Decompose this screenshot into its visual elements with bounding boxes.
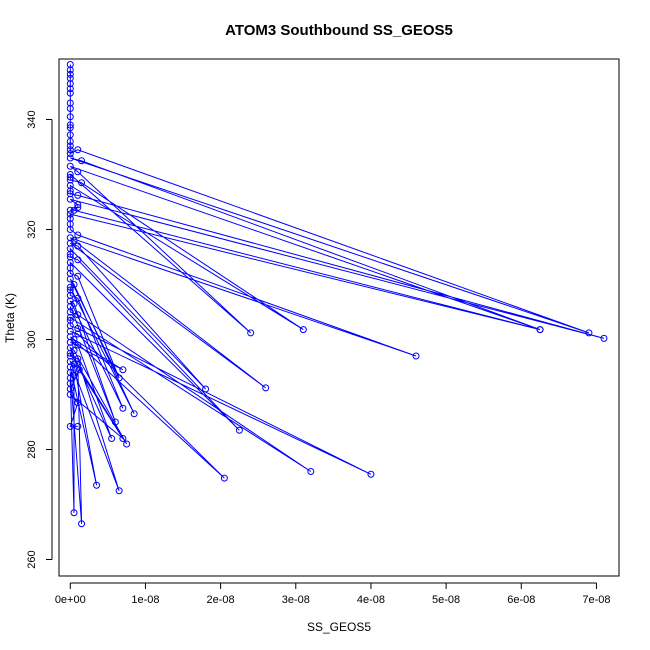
data-point — [78, 179, 86, 187]
data-point — [66, 121, 74, 129]
data-point — [130, 410, 138, 418]
data-point — [247, 329, 255, 337]
data-point — [220, 474, 228, 482]
series-line — [69, 64, 605, 524]
data-point — [202, 385, 210, 393]
chart-title: ATOM3 Southbound SS_GEOS5 — [225, 22, 453, 39]
data-point — [108, 435, 116, 442]
data-point — [66, 138, 74, 145]
data-point — [123, 440, 131, 448]
data-point — [66, 146, 74, 154]
data-point — [74, 330, 82, 338]
data-point — [66, 150, 74, 158]
data-point — [412, 352, 420, 360]
data-point — [66, 349, 74, 357]
data-point — [66, 142, 74, 150]
y-tick-label: 320 — [26, 220, 38, 238]
data-point — [75, 366, 83, 374]
data-point — [299, 326, 307, 334]
data-point — [74, 191, 82, 199]
data-point — [66, 124, 74, 132]
data-point — [74, 341, 82, 349]
data-point — [74, 272, 82, 280]
data-point — [66, 187, 74, 195]
data-point — [115, 487, 123, 495]
x-tick-label: 4e-08 — [357, 594, 385, 606]
data-point — [66, 89, 74, 97]
data-point — [78, 157, 86, 165]
data-point — [536, 326, 544, 334]
data-point — [78, 520, 86, 528]
data-point — [66, 314, 74, 321]
x-tick-label: 7e-08 — [582, 594, 610, 606]
data-point — [111, 418, 119, 426]
x-axis: 0e+00 1e-08 2e-08 3e-08 4e-08 5e-08 6e-08 7e-08 — [55, 582, 611, 606]
x-tick-label: 6e-08 — [507, 594, 535, 606]
data-point — [66, 206, 74, 214]
data-point — [66, 80, 74, 88]
data-point — [66, 173, 74, 181]
data-point — [119, 435, 127, 442]
data-point — [585, 329, 593, 337]
data-point — [66, 113, 74, 121]
y-tick-label: 260 — [26, 550, 38, 568]
data-point — [66, 85, 74, 93]
data-point — [235, 426, 243, 434]
data-point — [66, 226, 74, 233]
data-point — [93, 481, 101, 489]
plot-frame — [58, 58, 620, 577]
data-point — [600, 334, 608, 342]
data-point — [74, 231, 82, 239]
data-point — [74, 294, 82, 302]
data-point — [66, 162, 74, 170]
data-point — [66, 250, 74, 258]
data-point — [66, 283, 74, 291]
data-point — [74, 399, 82, 407]
data-point — [66, 210, 74, 218]
data-point — [70, 509, 78, 517]
data-point — [66, 391, 74, 398]
data-point — [74, 242, 82, 250]
y-tick-label: 340 — [26, 110, 38, 128]
x-tick-label: 5e-08 — [432, 594, 460, 606]
data-point — [74, 168, 82, 176]
data-point — [66, 275, 74, 283]
data-point — [74, 201, 82, 209]
data-point — [66, 422, 74, 430]
x-tick-label: 0e+00 — [55, 594, 86, 606]
data-point — [70, 206, 78, 214]
x-tick-label: 2e-08 — [207, 594, 235, 606]
plot-area — [66, 61, 608, 528]
y-tick-label: 280 — [26, 440, 38, 458]
data-point — [115, 374, 123, 382]
x-tick-label: 1e-08 — [131, 594, 159, 606]
x-tick-label: 3e-08 — [282, 594, 310, 606]
data-point — [307, 468, 315, 475]
data-point — [66, 195, 74, 203]
data-point — [74, 146, 82, 154]
data-point — [66, 66, 74, 74]
data-point — [119, 404, 127, 412]
data-point — [66, 70, 74, 78]
data-point — [74, 422, 82, 430]
data-point — [262, 384, 270, 392]
data-point — [66, 154, 74, 162]
data-point — [119, 366, 127, 374]
data-point — [74, 256, 82, 264]
data-point — [74, 311, 82, 319]
data-point — [66, 131, 74, 139]
x-axis-label: SS_GEOS5 — [307, 620, 371, 634]
data-point — [66, 105, 74, 112]
y-tick-label: 300 — [26, 330, 38, 348]
data-point — [367, 470, 375, 478]
y-axis: 260 280 300 320 340 — [26, 110, 53, 569]
y-axis-label: Theta (K) — [3, 293, 17, 343]
